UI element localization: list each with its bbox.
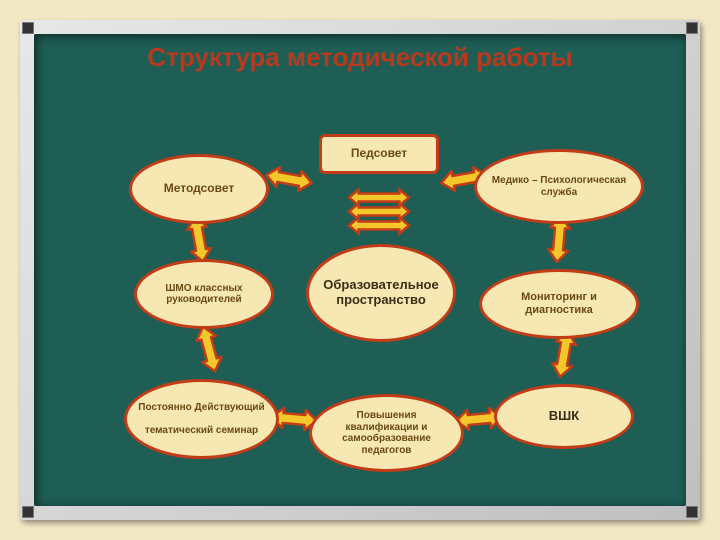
frame-corner [686, 22, 698, 34]
node-center: Образовательное пространство [306, 244, 456, 342]
node-monitoring: Мониторинг и диагностика [479, 269, 639, 339]
whiteboard-frame: Структура методической работы Образовате… [20, 20, 700, 520]
frame-corner [22, 22, 34, 34]
whiteboard-surface: Структура методической работы Образовате… [34, 34, 686, 506]
frame-corner [686, 506, 698, 518]
diagram-title: Структура методической работы [34, 42, 686, 73]
node-mediko: Медико – Психологическая служба [474, 149, 644, 224]
node-povysh: Повышения квалификации и самообразование… [309, 394, 464, 472]
node-metodsovet: Методсовет [129, 154, 269, 224]
node-shmo: ШМО классных руководителей [134, 259, 274, 329]
node-vshk: ВШК [494, 384, 634, 449]
frame-corner [22, 506, 34, 518]
node-seminar: Постоянно Действующий тематический семин… [124, 379, 279, 459]
node-pedsovet: Педсовет [319, 134, 439, 174]
